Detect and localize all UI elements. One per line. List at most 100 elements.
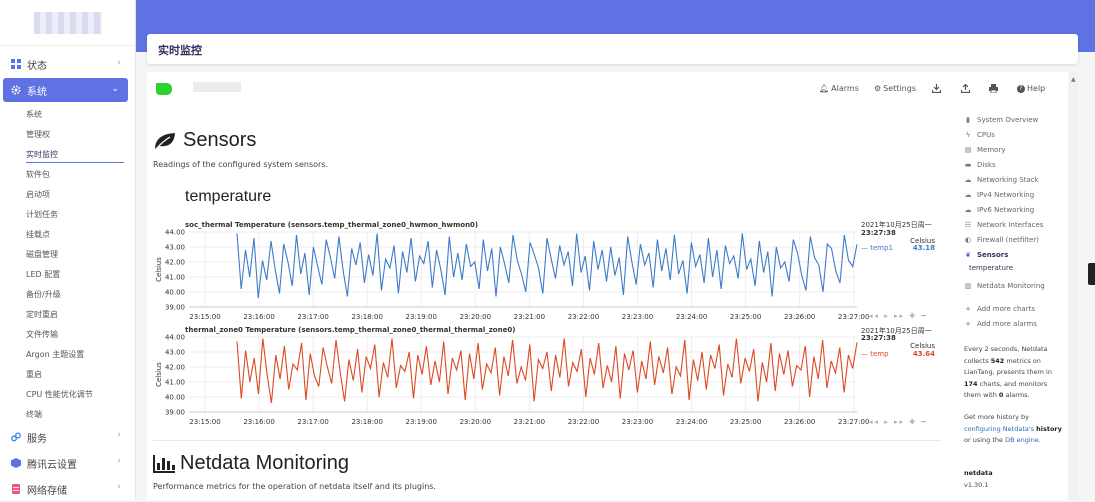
sidebar-subitem[interactable]: 挂载点	[26, 229, 50, 239]
divider	[153, 440, 941, 441]
right-nav-item[interactable]: ▬ Disks	[964, 161, 996, 169]
right-nav-item[interactable]: ϟ CPUs	[964, 131, 995, 139]
x-tick-label: 23:22:00	[568, 313, 599, 321]
legend-series[interactable]: — temp	[861, 350, 889, 358]
right-nav-item[interactable]: ☁ Networking Stack	[964, 176, 1039, 184]
chart-navigation-controls[interactable]: ◂◂ ▸ ▸▸ ✚ ━	[869, 418, 928, 426]
sidebar-subitem[interactable]: 备份/升级	[26, 289, 61, 299]
right-nav-label: Netdata Monitoring	[977, 282, 1045, 290]
configure-history-link[interactable]: configuring Netdata's	[964, 424, 1035, 433]
leaf-icon: ❦	[965, 251, 971, 259]
right-nav-item[interactable]: + Add more alarms	[964, 320, 1037, 328]
history-link[interactable]: history	[1036, 424, 1062, 433]
sidebar-menu-bottom: 服务 › 腾讯云设置 › 网络存储 ›	[0, 424, 135, 502]
settings-button[interactable]: ⚙ Settings	[874, 84, 916, 93]
right-nav-item[interactable]: ❦ Sensors	[964, 251, 1008, 259]
y-axis-label: Celsius	[155, 257, 163, 282]
sidebar-item-tencent-cloud[interactable]: 腾讯云设置 ›	[0, 450, 135, 476]
leaf-icon	[155, 132, 175, 149]
right-nav-item[interactable]: ▥ Netdata Monitoring	[964, 282, 1045, 290]
right-nav-label: IPv6 Networking	[977, 206, 1035, 214]
chart-navigation-controls[interactable]: ◂◂ ▸ ▸▸ ✚ ━	[869, 312, 928, 320]
sidebar-subitem[interactable]: 启动项	[26, 189, 50, 199]
legend-series-name: temp1	[870, 244, 894, 252]
disk-icon: ▬	[964, 161, 972, 169]
sidebar-item-status[interactable]: 状态 ›	[0, 52, 135, 76]
sidebar-subitem[interactable]: 系统	[26, 109, 42, 119]
x-tick-label: 23:21:00	[514, 313, 545, 321]
help-label: Help	[1027, 84, 1046, 93]
temperature-chart-soc-thermal[interactable]: 44.00 43.00 42.00 41.00 40.00 39.00 23:15:00 23…	[147, 226, 937, 326]
right-nav-item[interactable]: ◐ Firewall (netfilter)	[964, 236, 1039, 244]
bar-chart-icon: ▥	[964, 282, 972, 290]
right-nav-item[interactable]: ☁ IPv6 Networking	[964, 206, 1035, 214]
x-tick-label: 23:16:00	[243, 313, 274, 321]
page-title-card: 实时监控	[147, 34, 1078, 64]
right-nav-item[interactable]: + Add more charts	[964, 305, 1035, 313]
y-tick-label: 39.00	[165, 304, 185, 312]
sidebar-subitem[interactable]: 管理权	[26, 129, 50, 139]
right-nav-label: CPUs	[977, 131, 995, 139]
logo	[34, 12, 102, 34]
help-button[interactable]: ? Help	[1017, 84, 1045, 93]
right-nav-item[interactable]: ▮ System Overview	[964, 116, 1038, 124]
x-tick-label: 23:20:00	[460, 418, 491, 426]
db-engine-link[interactable]: DB engine	[1005, 436, 1039, 444]
alarms-button[interactable]: 🔔︎ Alarms	[819, 84, 859, 93]
gear-icon	[11, 85, 21, 95]
sidebar-item-network-storage[interactable]: 网络存储 ›	[0, 476, 135, 502]
x-tick-label: 23:25:00	[730, 418, 761, 426]
legend-series[interactable]: — temp1	[861, 244, 894, 252]
sidebar-subitem[interactable]: 文件传输	[26, 329, 58, 339]
bell-icon: 🔔︎	[819, 84, 830, 93]
x-tick-label: 23:24:00	[676, 313, 707, 321]
right-nav-item[interactable]: ▤ Memory	[964, 146, 1006, 154]
right-nav-item[interactable]: ☷ Network Interfaces	[964, 221, 1044, 229]
chart-time: 23:27:38	[861, 229, 896, 237]
x-tick-label: 23:19:00	[406, 418, 437, 426]
right-nav-label: IPv4 Networking	[977, 191, 1035, 199]
sidebar-subitem[interactable]: 磁盘管理	[26, 249, 58, 259]
right-nav-item[interactable]: ☁ IPv4 Networking	[964, 191, 1035, 199]
upload-button[interactable]	[961, 84, 970, 93]
sidebar-subitem[interactable]: LED 配置	[26, 269, 61, 279]
x-tick-label: 23:26:00	[784, 313, 815, 321]
x-tick-label: 23:27:00	[838, 418, 869, 426]
sidebar-subitem[interactable]: CPU 性能优化调节	[26, 389, 93, 399]
netdata-version: v1.30.1	[964, 481, 989, 489]
page-title: 实时监控	[158, 44, 202, 57]
side-handle[interactable]	[1088, 263, 1095, 285]
sidebar-subitem[interactable]: 重启	[26, 369, 42, 379]
x-tick-label: 23:27:00	[838, 313, 869, 321]
netdata-monitoring-description: Performance metrics for the operation of…	[153, 482, 436, 491]
sidebar-subitem-current[interactable]: 实时监控	[26, 149, 58, 159]
sidebar-submenu: 系统 管理权 实时监控 软件包 启动项 计划任务 挂载点 磁盘管理 LED 配置…	[0, 104, 135, 424]
right-nav-subitem[interactable]: temperature	[969, 264, 1013, 272]
dashboard-icon	[11, 59, 21, 69]
cube-icon	[11, 458, 21, 468]
x-tick-label: 23:15:00	[189, 313, 220, 321]
sidebar-subitem[interactable]: 软件包	[26, 169, 50, 179]
info-text: Every 2 seconds, Netdata collects	[964, 345, 1048, 365]
download-button[interactable]	[932, 84, 941, 93]
scrollbar[interactable]: ▲	[1069, 72, 1078, 500]
cloud-icon: ☁	[964, 176, 972, 184]
sidebar-item-system[interactable]: 系统 ⌄	[3, 78, 128, 102]
sidebar-subitem[interactable]: Argon 主题设置	[26, 349, 85, 359]
right-nav-label: Disks	[977, 161, 996, 169]
sidebar-subitem[interactable]: 计划任务	[26, 209, 58, 219]
y-tick-label: 40.00	[165, 289, 185, 297]
right-nav-label: Memory	[977, 146, 1006, 154]
divider	[0, 45, 135, 46]
y-tick-label: 43.00	[165, 244, 185, 252]
y-tick-label: 42.00	[165, 364, 185, 372]
sidebar: 状态 › 系统 ⌄ 系统 管理权 实时监控 软件包 启动项 计划任务 挂载点 磁…	[0, 0, 136, 500]
print-icon	[989, 84, 998, 93]
question-icon: ?	[1017, 84, 1025, 93]
netdata-name: netdata	[964, 469, 993, 477]
temperature-chart-thermal-zone0[interactable]: 44.00 43.00 42.00 41.00 40.00 39.00 23:15:00 23…	[147, 331, 937, 431]
sidebar-item-services[interactable]: 服务 ›	[0, 424, 135, 450]
sidebar-subitem[interactable]: 终端	[26, 409, 42, 419]
sidebar-subitem[interactable]: 定时重启	[26, 309, 58, 319]
print-button[interactable]	[989, 84, 998, 93]
